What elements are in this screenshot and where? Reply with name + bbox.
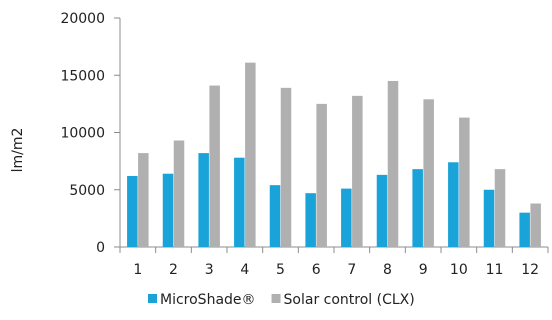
legend-label-solar-control: Solar control (CLX): [284, 292, 415, 308]
bar-solar-control-9: [423, 99, 434, 247]
x-tick-label: 2: [169, 262, 178, 278]
legend-swatch-solar-control: [271, 294, 281, 303]
y-tick-label: 20000: [60, 11, 105, 27]
bar-solar-control-1: [138, 153, 149, 247]
y-tick-label: 10000: [60, 126, 105, 142]
bar-microshade-7: [341, 188, 352, 247]
bars: [127, 62, 541, 248]
bar-microshade-5: [269, 185, 281, 247]
bar-solar-control-11: [494, 169, 506, 247]
bar-solar-control-4: [245, 62, 256, 247]
legend-swatch-microshade: [148, 294, 157, 303]
y-axis-label: lm/m2: [10, 128, 26, 173]
x-tick-label: 4: [240, 262, 249, 278]
bar-solar-control-12: [530, 203, 541, 247]
bar-solar-control-5: [280, 87, 292, 247]
bar-microshade-8: [376, 174, 388, 247]
bar-solar-control-6: [316, 103, 327, 247]
bar-microshade-10: [448, 162, 459, 247]
legend-label-microshade: MicroShade®: [160, 292, 256, 308]
x-tick-label: 11: [486, 262, 504, 278]
x-tick-label: 1: [133, 262, 142, 278]
x-tick-label: 8: [383, 262, 392, 278]
bar-microshade-3: [198, 153, 209, 247]
bar-solar-control-3: [209, 85, 220, 248]
x-tick-label: 9: [419, 262, 428, 278]
legend: MicroShade® Solar control (CLX): [148, 292, 415, 308]
bar-microshade-6: [305, 193, 316, 247]
bar-microshade-2: [162, 173, 174, 247]
y-tick-label: 15000: [60, 68, 105, 84]
bar-microshade-12: [519, 212, 530, 247]
bar-solar-control-7: [352, 95, 363, 247]
x-tick-label: 10: [450, 262, 468, 278]
y-tick-label: 5000: [69, 183, 105, 199]
x-tick-label: 6: [312, 262, 321, 278]
bar-microshade-11: [483, 189, 495, 247]
x-tick-label: 12: [521, 262, 539, 278]
x-tick-label: 5: [276, 262, 285, 278]
bar-microshade-1: [127, 176, 138, 247]
bar-microshade-9: [412, 169, 423, 247]
bar-solar-control-10: [459, 117, 470, 248]
x-tick-label: 7: [347, 262, 356, 278]
bar-solar-control-8: [387, 80, 399, 247]
bar-microshade-4: [234, 157, 245, 247]
bar-solar-control-2: [173, 140, 185, 247]
x-tick-label: 3: [205, 262, 214, 278]
y-tick-label: 0: [96, 240, 105, 256]
axes: [114, 17, 549, 253]
